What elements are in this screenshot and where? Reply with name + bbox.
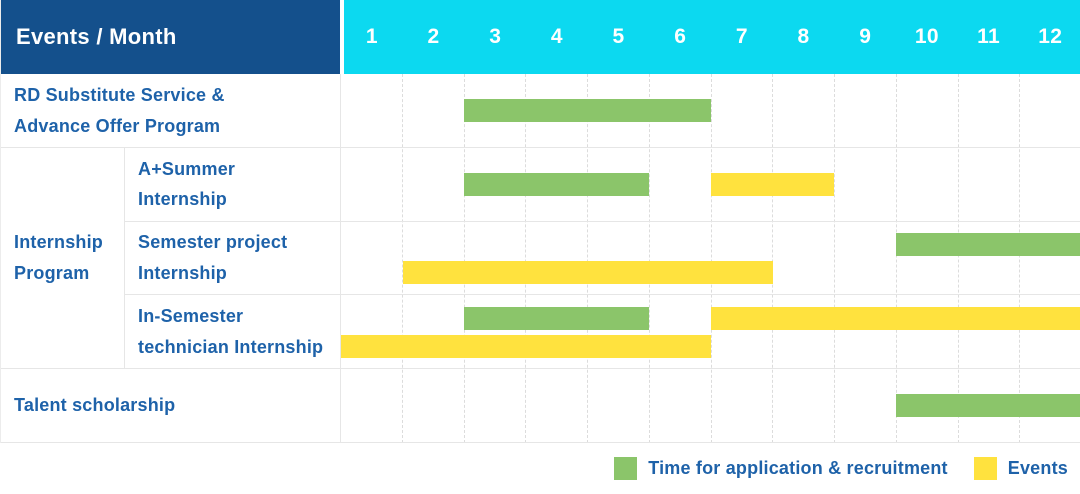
events-bar bbox=[402, 261, 773, 284]
recruitment-bar bbox=[896, 394, 1080, 417]
schedule-table: Events / Month 1 2 3 4 5 6 7 8 9 10 11 12 RD Substi… bbox=[0, 0, 1080, 443]
header-divider-gap bbox=[340, 0, 344, 74]
group-rows: A+Summer Internship Semester project Intern… bbox=[125, 148, 1080, 369]
legend-item: Time for application & recruitment bbox=[614, 457, 948, 480]
row-label-line: technician Internship bbox=[138, 336, 324, 357]
row-label-line: In-Semester bbox=[138, 306, 244, 327]
row-label-line: Program bbox=[14, 263, 90, 283]
month-label: 9 bbox=[859, 25, 872, 48]
row-label-line: Internship bbox=[138, 189, 228, 210]
row-section: RD Substitute Service & Advance Offer Pro… bbox=[1, 74, 1080, 148]
recruitment-bar bbox=[464, 172, 650, 196]
month-label: 12 bbox=[1038, 25, 1063, 48]
month-label: 2 bbox=[427, 25, 440, 48]
recruitment-bar bbox=[464, 99, 711, 122]
month-label: 8 bbox=[797, 25, 810, 48]
row-label-line: Advance Offer Program bbox=[14, 115, 221, 136]
row-label-cell: In-Semester technician Internship bbox=[125, 295, 341, 369]
events-bar bbox=[341, 334, 711, 358]
month-header-band: 1 2 3 4 5 6 7 8 9 10 11 12 bbox=[344, 0, 1080, 74]
events-swatch-icon bbox=[973, 457, 997, 480]
month-label: 10 bbox=[914, 25, 939, 48]
month-label: 1 bbox=[365, 25, 378, 48]
row-label-line: Internship bbox=[138, 263, 228, 283]
row-label-cell: Talent scholarship bbox=[1, 369, 341, 442]
legend: Time for application & recruitment Events bbox=[614, 443, 1068, 494]
row-label-line: Semester project bbox=[138, 232, 288, 253]
table-row: A+Summer Internship bbox=[125, 148, 1080, 221]
table-row: In-Semester technician Internship bbox=[125, 294, 1080, 369]
table-row: Semester project Internship bbox=[125, 220, 1080, 295]
row-timeline-cell bbox=[341, 295, 1080, 368]
events-bar bbox=[711, 306, 1080, 330]
recruitment-bar bbox=[464, 306, 650, 330]
legend-label: Events bbox=[1007, 458, 1068, 478]
month-label: 4 bbox=[550, 25, 563, 48]
row-section: Talent scholarship bbox=[1, 369, 1080, 443]
month-numbers: 1 2 3 4 5 6 7 8 9 10 11 12 bbox=[341, 0, 1080, 74]
month-label: 7 bbox=[735, 25, 748, 48]
row-label-line: RD Substitute Service & bbox=[14, 84, 225, 105]
row-timeline-cell bbox=[341, 369, 1080, 442]
month-label: 6 bbox=[674, 25, 687, 48]
legend-label: Time for application & recruitment bbox=[648, 458, 948, 478]
row-timeline-cell bbox=[341, 74, 1080, 147]
row-label-cell: Semester project Internship bbox=[125, 221, 341, 295]
month-label: 11 bbox=[977, 25, 1000, 48]
row-label-cell: RD Substitute Service & Advance Offer Pro… bbox=[1, 74, 341, 147]
header-title: Events / Month bbox=[16, 24, 177, 49]
row-label-cell: A+Summer Internship bbox=[125, 148, 341, 221]
table-body: RD Substitute Service & Advance Offer Pro… bbox=[1, 74, 1080, 443]
row-label-line: Internship bbox=[14, 232, 104, 253]
month-label: 5 bbox=[612, 25, 625, 48]
group-label-cell: Internship Program bbox=[1, 148, 125, 368]
row-label-line: Talent scholarship bbox=[14, 395, 176, 416]
table-header-row: Events / Month 1 2 3 4 5 6 7 8 9 10 11 12 bbox=[1, 0, 1080, 74]
row-timeline-cell bbox=[341, 222, 1080, 295]
row-label-line: A+Summer bbox=[138, 158, 236, 179]
month-label: 3 bbox=[489, 25, 502, 48]
row-timeline-cell bbox=[341, 148, 1080, 221]
legend-item: Events bbox=[973, 457, 1068, 480]
recruitment-swatch-icon bbox=[614, 457, 638, 480]
recruitment-bar bbox=[896, 233, 1080, 256]
events-bar bbox=[711, 172, 835, 196]
row-group-section: Internship Program A+Summer Internship Semes… bbox=[1, 148, 1080, 369]
events-month-header-cell: Events / Month bbox=[1, 0, 340, 74]
